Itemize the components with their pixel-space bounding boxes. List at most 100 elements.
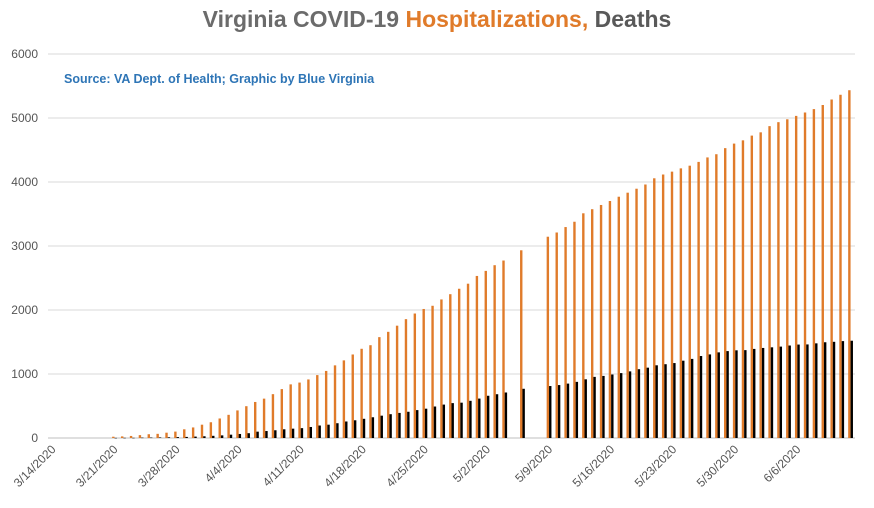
deaths-bar [832,341,836,438]
x-tick-label: 5/23/2020 [632,442,680,490]
deaths-bar [823,342,827,438]
deaths-bar [238,433,242,438]
hospitalizations-bar [697,161,700,439]
deaths-bar [353,420,357,438]
deaths-bar [478,398,481,438]
deaths-bar [212,435,215,438]
hospitalizations-bar [848,90,851,438]
hospitalizations-bar [129,435,133,438]
hospitalizations-bar [360,348,363,438]
deaths-bar [788,345,791,438]
hospitalizations-bar [626,192,629,438]
hospitalizations-bar [590,209,594,438]
hospitalizations-bar [387,331,390,438]
hospitalizations-bar [227,414,230,438]
hospitalizations-bar [147,434,150,438]
deaths-bar [318,425,321,438]
hospitalizations-bar [378,337,381,438]
y-tick-label: 2000 [11,303,38,317]
hospitalizations-bar [120,436,124,438]
deaths-bar [717,352,720,438]
hospitalizations-bar [794,115,798,438]
hospitalizations-bar [564,227,567,438]
bars [112,90,853,439]
y-tick-label: 5000 [11,111,38,125]
deaths-bar [149,437,153,439]
deaths-bar [327,424,330,438]
deaths-bar [362,418,366,438]
deaths-bar [380,415,383,438]
deaths-bar [602,375,605,438]
deaths-bar [806,344,809,438]
deaths-bar [504,392,508,438]
deaths-bar [753,348,756,438]
hospitalizations-bar [484,270,487,438]
deaths-bar [424,408,428,438]
hospitalizations-bar [839,94,842,438]
x-tick-label: 6/6/2020 [761,442,804,485]
deaths-bar [442,404,446,438]
hospitalizations-bar [777,122,780,438]
hospitalizations-bar [599,204,603,438]
hospitalizations-bar [582,213,585,438]
deaths-bar [797,344,800,438]
hospitalizations-bar [333,365,337,438]
hospitalizations-bar [724,148,727,439]
deaths-bar [815,343,818,438]
deaths-bar [655,365,658,438]
x-tick-label: 4/11/2020 [260,442,307,489]
hospitalizations-bar [183,429,186,438]
deaths-bar [433,406,437,438]
deaths-bar [274,430,277,438]
hospitalizations-bar [768,126,771,439]
deaths-bar [336,423,339,438]
hospitalizations-bar [298,382,301,438]
hospitalizations-bar [786,119,789,438]
deaths-bar [141,437,144,439]
hospitalizations-bar [369,345,372,438]
deaths-bar [185,436,188,438]
hospitalizations-bar [449,294,452,438]
deaths-bar [283,429,286,438]
hospitalizations-bar [493,265,496,438]
hospitalizations-bar [715,154,718,438]
deaths-bar [495,394,499,438]
y-tick-label: 4000 [11,175,38,189]
x-tick-label: 3/14/2020 [11,442,59,490]
title-part-hospitalizations: Hospitalizations, [405,6,589,32]
x-tick-label: 4/25/2020 [383,442,431,490]
hospitalizations-bar [112,436,115,438]
y-axis: 0 1000 2000 3000 4000 5000 6000 [11,47,38,445]
hospitalizations-bar [741,140,745,438]
hospitalizations-bar [617,196,620,438]
deaths-bar [841,341,845,438]
hospitalizations-bar [413,313,417,438]
deaths-bar [575,381,579,438]
hospitalizations-bar [573,221,576,438]
x-tick-label: 4/4/2020 [202,442,245,485]
deaths-bar [114,437,117,439]
hospitalizations-bar [342,360,346,438]
deaths-bar [203,436,206,438]
deaths-bar [699,356,703,438]
deaths-bar [194,436,197,438]
x-axis: 3/14/2020 3/21/2020 3/28/2020 4/4/2020 4/11/… [11,442,804,490]
hospitalizations-bar [271,394,275,438]
hospitalizations-bar [174,431,177,438]
deaths-bar [637,369,641,438]
deaths-bar [593,376,596,438]
deaths-bar [265,431,268,438]
deaths-bar [726,351,729,438]
deaths-bar [486,395,490,438]
hospitalizations-bar [236,410,239,438]
chart-title: Virginia COVID-19 Hospitalizations, Deat… [0,6,874,33]
deaths-bar [584,379,587,438]
deaths-bar [398,412,401,438]
hospitalizations-bar [821,105,824,439]
hospitalizations-bar [316,375,319,438]
deaths-bar [176,437,179,438]
hospitalizations-bar [475,275,479,438]
deaths-bar [469,400,472,438]
title-part-covid: Virginia COVID-19 [202,6,406,32]
